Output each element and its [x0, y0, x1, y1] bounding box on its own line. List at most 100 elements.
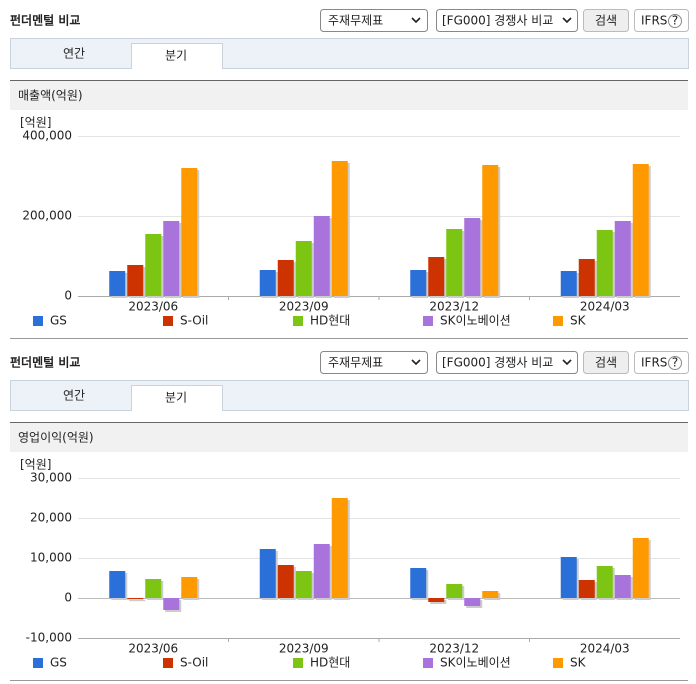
legend-swatch[interactable] — [553, 658, 563, 668]
bar — [482, 165, 499, 296]
tab-selected[interactable] — [131, 43, 223, 69]
legend-label[interactable]: SK — [570, 656, 587, 670]
panel-title: 펀더멘털 비교 — [10, 355, 80, 370]
tab-label[interactable]: 연간 — [63, 47, 85, 61]
bar — [614, 221, 631, 296]
select-arrow — [562, 17, 572, 24]
legend-label[interactable]: GS — [50, 656, 67, 670]
help-icon-label: ? — [672, 356, 678, 370]
ifrs-label: IFRS — [641, 356, 667, 370]
x-tick-label: 2023/09 — [279, 642, 329, 656]
panel-title: 펀더멘털 비교 — [10, 13, 80, 28]
tab-selected[interactable] — [131, 385, 223, 411]
tab-label[interactable]: 분기 — [165, 49, 187, 63]
chart-title: 영업이익(억원) — [18, 431, 94, 445]
bar — [578, 580, 595, 598]
bar — [145, 234, 162, 296]
bar — [181, 577, 198, 598]
bar — [410, 270, 427, 296]
legend-label[interactable]: SK이노베이션 — [440, 656, 511, 670]
bar — [428, 598, 445, 602]
y-tick-label: 200,000 — [22, 209, 72, 223]
search-button-label: 검색 — [595, 356, 617, 370]
bar — [313, 544, 330, 598]
tab-label[interactable]: 분기 — [165, 391, 187, 405]
x-tick-label: 2023/12 — [429, 300, 479, 314]
legend-label[interactable]: S-Oil — [180, 656, 208, 670]
y-tick-label: 10,000 — [30, 551, 72, 565]
bar — [109, 571, 126, 598]
legend-label[interactable]: SK이노베이션 — [440, 314, 511, 328]
legend-swatch[interactable] — [163, 316, 173, 326]
x-tick-label: 2023/06 — [128, 642, 178, 656]
bar — [446, 584, 463, 598]
select-arrow — [411, 359, 421, 366]
legend-swatch[interactable] — [423, 658, 433, 668]
bar — [331, 161, 348, 296]
bar — [295, 571, 312, 598]
bar — [163, 221, 180, 296]
bar — [259, 549, 276, 598]
y-tick-label: 0 — [64, 289, 72, 303]
x-tick-label: 2023/12 — [429, 642, 479, 656]
compare-select[interactable] — [436, 9, 578, 32]
bar-shadow — [129, 600, 146, 602]
y-tick-label: 30,000 — [30, 471, 72, 485]
search-button[interactable] — [583, 9, 629, 32]
bar — [410, 568, 427, 598]
bar — [632, 538, 649, 598]
bar — [277, 565, 294, 598]
legend-swatch[interactable] — [33, 658, 43, 668]
chart-title-bar — [10, 80, 688, 110]
bar — [331, 498, 348, 598]
statement-select[interactable] — [320, 351, 428, 374]
bar — [127, 265, 144, 296]
legend-swatch[interactable] — [293, 316, 303, 326]
bar — [428, 257, 445, 296]
chart-title: 매출액(억원) — [18, 89, 83, 103]
legend-label[interactable]: S-Oil — [180, 314, 208, 328]
bar — [109, 271, 126, 296]
bar — [560, 271, 577, 296]
tab-bar — [10, 380, 689, 411]
compare-select-label: [FG000] 경쟁사 비교 — [442, 356, 553, 370]
help-icon-label: ? — [672, 14, 678, 28]
compare-select[interactable] — [436, 351, 578, 374]
legend-label[interactable]: SK — [570, 314, 587, 328]
legend-swatch[interactable] — [553, 316, 563, 326]
legend-swatch[interactable] — [163, 658, 173, 668]
bar — [259, 270, 276, 296]
statement-select-label: 주재무제표 — [328, 356, 383, 370]
help-icon — [668, 356, 682, 370]
legend-label[interactable]: HD현대 — [310, 656, 350, 670]
y-axis-label: [억원] — [20, 116, 51, 130]
legend-swatch[interactable] — [423, 316, 433, 326]
bar — [578, 259, 595, 296]
bar — [313, 216, 330, 296]
y-tick-label: 400,000 — [22, 129, 72, 143]
bar — [464, 218, 481, 296]
chart-title-bar — [10, 422, 688, 452]
y-tick-label: 20,000 — [30, 511, 72, 525]
bar — [145, 579, 162, 598]
bar — [295, 241, 312, 296]
y-tick-label: 0 — [64, 591, 72, 605]
bar — [482, 591, 499, 598]
legend-label[interactable]: HD현대 — [310, 314, 350, 328]
bar — [163, 598, 180, 610]
search-button[interactable] — [583, 351, 629, 374]
bar — [596, 566, 613, 598]
legend-swatch[interactable] — [33, 316, 43, 326]
x-tick-label: 2024/03 — [580, 300, 630, 314]
legend-swatch[interactable] — [293, 658, 303, 668]
bar — [632, 164, 649, 296]
x-tick-label: 2023/09 — [279, 300, 329, 314]
legend-label[interactable]: GS — [50, 314, 67, 328]
tab-label[interactable]: 연간 — [63, 389, 85, 403]
bar — [596, 230, 613, 296]
help-icon — [668, 14, 682, 28]
select-arrow — [562, 359, 572, 366]
x-tick-label: 2023/06 — [128, 300, 178, 314]
select-arrow — [411, 17, 421, 24]
statement-select[interactable] — [320, 9, 428, 32]
